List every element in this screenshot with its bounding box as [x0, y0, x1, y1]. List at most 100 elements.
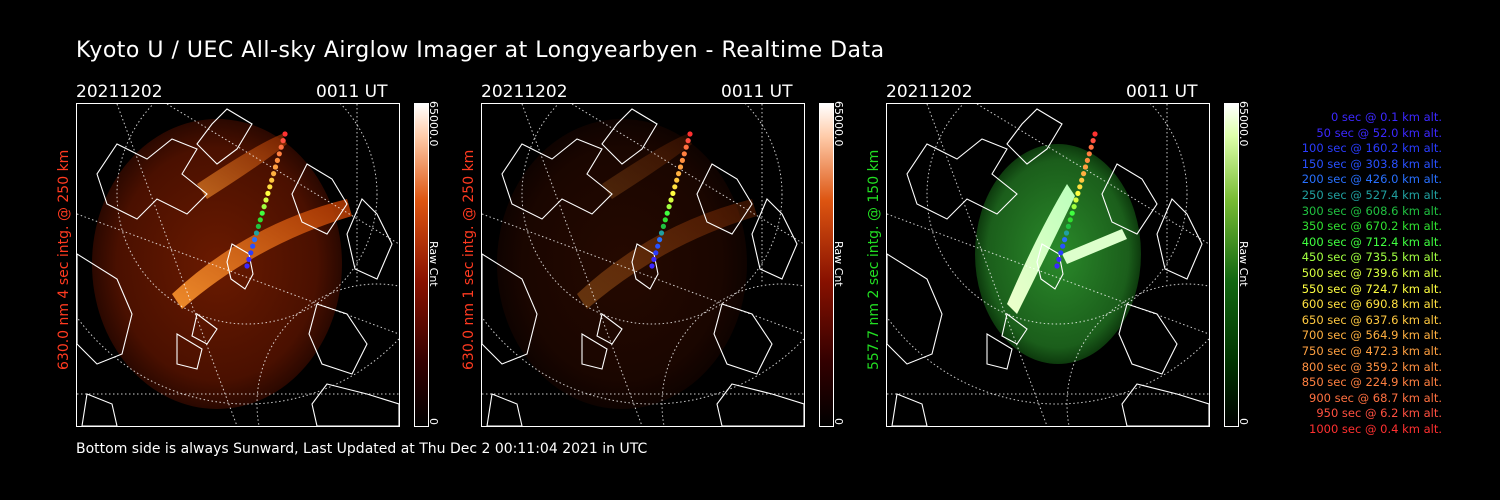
trajectory-point	[1058, 250, 1064, 256]
allsky-map-630-1s	[481, 103, 805, 427]
trajectory-point	[1081, 171, 1087, 177]
trajectory-point	[1082, 164, 1089, 170]
trajectory-point	[653, 250, 659, 256]
trajectory-point	[1071, 204, 1077, 210]
trajectory-point	[259, 210, 265, 216]
legend-entry: 700 sec @ 564.9 km alt.	[1301, 328, 1442, 343]
allsky-map-557-2s	[886, 103, 1210, 427]
legend-entry: 450 sec @ 735.5 km alt.	[1301, 250, 1442, 265]
colorbar-min: 0	[427, 418, 440, 425]
trajectory-point	[276, 151, 282, 157]
trajectory-point	[272, 164, 279, 170]
colorbar-unit: Raw Cnt	[832, 241, 845, 287]
trajectory-point	[278, 144, 284, 150]
trajectory-point	[246, 256, 252, 262]
colorbar-min: 0	[832, 418, 845, 425]
trajectory-point	[662, 217, 668, 223]
panel-time: 0011 UT	[1126, 82, 1198, 102]
trajectory-point	[252, 237, 258, 243]
trajectory-point	[683, 144, 689, 150]
trajectory-point	[658, 230, 665, 236]
trajectory-point	[255, 223, 261, 229]
trajectory-point	[674, 177, 680, 183]
colorbar-min: 0	[1237, 418, 1250, 425]
trajectory-point	[679, 157, 685, 163]
trajectory-point	[269, 177, 275, 183]
trajectory-point	[1060, 243, 1066, 249]
trajectory-point	[672, 184, 678, 190]
legend-entry: 1000 sec @ 0.4 km alt.	[1309, 421, 1442, 436]
legend-entry: 150 sec @ 303.8 km alt.	[1301, 156, 1442, 171]
trajectory-point	[1084, 157, 1090, 163]
trajectory-point	[670, 190, 676, 196]
trajectory-point	[253, 230, 260, 236]
legend-entry: 750 sec @ 472.3 km alt.	[1301, 343, 1442, 358]
colorbar-unit: Raw Cnt	[1237, 241, 1250, 287]
trajectory-point	[660, 223, 666, 229]
colorbar-max: 65000.0	[832, 101, 845, 147]
trajectory-point	[649, 263, 655, 269]
trajectory-point	[657, 237, 663, 243]
trajectory-point	[271, 171, 277, 177]
legend-entry: 400 sec @ 712.4 km alt.	[1301, 234, 1442, 249]
trajectory-point	[685, 138, 691, 144]
trajectory-point	[244, 263, 250, 269]
trajectory-point	[666, 204, 672, 210]
legend-entry: 100 sec @ 160.2 km alt.	[1301, 141, 1442, 156]
trajectory-point	[664, 210, 670, 216]
trajectory-point	[280, 138, 286, 144]
trajectory-point	[651, 256, 657, 262]
trajectory-point	[250, 243, 256, 249]
trajectory-point	[1069, 210, 1075, 216]
legend-entry: 950 sec @ 6.2 km alt.	[1316, 406, 1442, 421]
trajectory-point	[1056, 256, 1062, 262]
colorbar-max: 65000.0	[427, 101, 440, 147]
trajectory-point	[1090, 138, 1096, 144]
trajectory-point	[655, 243, 661, 249]
panel-date: 20211202	[886, 82, 973, 102]
trajectory-point	[1054, 263, 1060, 269]
trajectory-point	[1065, 223, 1071, 229]
colorbar	[819, 103, 834, 427]
trajectory-point	[261, 204, 267, 210]
trajectory-point	[677, 164, 684, 170]
trajectory-point	[267, 184, 273, 190]
trajectory-point	[676, 171, 682, 177]
panel-wavelength-label: 557.7 nm 2 sec intg. @ 150 km	[866, 149, 882, 370]
panel-time: 0011 UT	[721, 82, 793, 102]
colorbar-max: 65000.0	[1237, 101, 1250, 147]
trajectory-point	[282, 131, 288, 137]
legend-entry: 350 sec @ 670.2 km alt.	[1301, 219, 1442, 234]
trajectory-point	[668, 197, 674, 203]
trajectory-point	[1077, 184, 1083, 190]
trajectory-point	[248, 250, 254, 256]
panel-date: 20211202	[76, 82, 163, 102]
legend-entry: 850 sec @ 224.9 km alt.	[1301, 375, 1442, 390]
panel-time: 0011 UT	[316, 82, 388, 102]
legend-entry: 250 sec @ 527.4 km alt.	[1301, 187, 1442, 202]
panel-date: 20211202	[481, 82, 568, 102]
legend-entry: 50 sec @ 52.0 km alt.	[1316, 125, 1442, 140]
trajectory-point	[1088, 144, 1094, 150]
colorbar	[414, 103, 429, 427]
legend-entry: 600 sec @ 690.8 km alt.	[1301, 297, 1442, 312]
trajectory-point	[1086, 151, 1092, 157]
page-title: Kyoto U / UEC All-sky Airglow Imager at …	[76, 38, 885, 63]
trajectory-point	[1075, 190, 1081, 196]
trajectory-point	[681, 151, 687, 157]
legend-entry: 500 sec @ 739.6 km alt.	[1301, 265, 1442, 280]
trajectory-point	[263, 197, 269, 203]
trajectory-legend: 0 sec @ 0.1 km alt. 50 sec @ 52.0 km alt.…	[1262, 110, 1442, 437]
legend-entry: 200 sec @ 426.0 km alt.	[1301, 172, 1442, 187]
trajectory-point	[265, 190, 271, 196]
allsky-map-630-4s	[76, 103, 400, 427]
colorbar	[1224, 103, 1239, 427]
trajectory-point	[1073, 197, 1079, 203]
legend-entry: 800 sec @ 359.2 km alt.	[1301, 359, 1442, 374]
legend-entry: 900 sec @ 68.7 km alt.	[1309, 390, 1442, 405]
trajectory-point	[1063, 230, 1070, 236]
trajectory-point	[1079, 177, 1085, 183]
footer-status: Bottom side is always Sunward, Last Upda…	[76, 441, 648, 457]
trajectory-point	[257, 217, 263, 223]
colorbar-unit: Raw Cnt	[427, 241, 440, 287]
